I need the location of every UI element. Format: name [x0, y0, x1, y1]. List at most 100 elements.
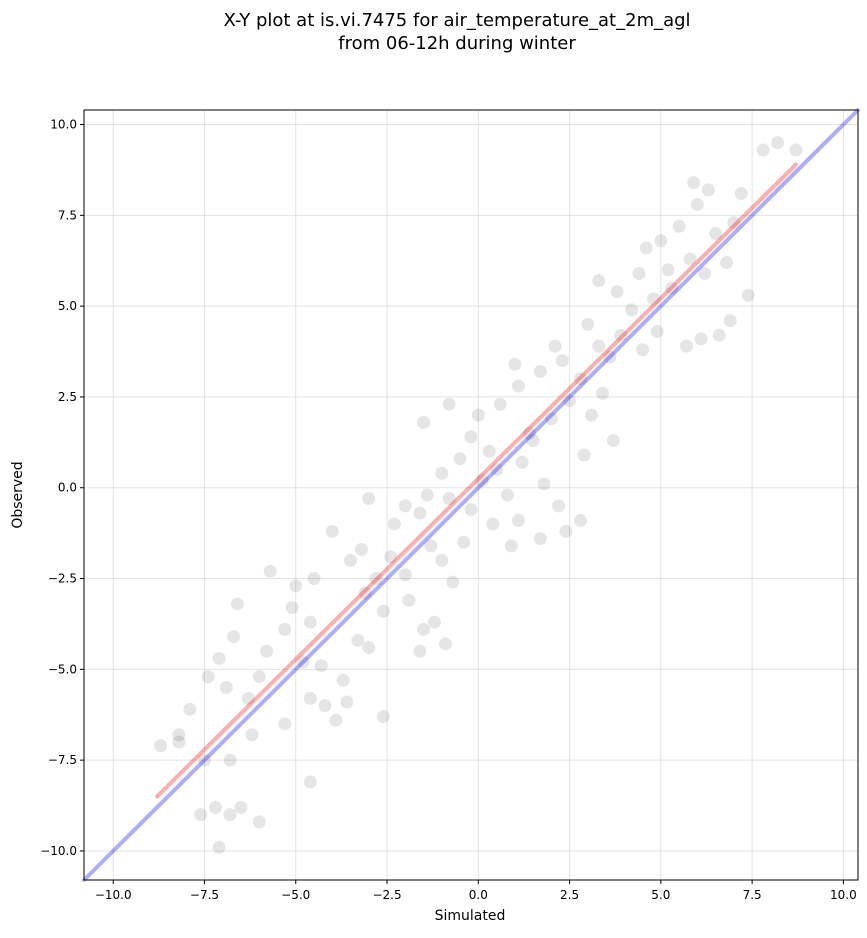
- scatter-point: [464, 430, 478, 444]
- scatter-point: [435, 466, 449, 480]
- scatter-point: [212, 840, 226, 854]
- scatter-point: [260, 644, 274, 658]
- scatter-point: [194, 808, 208, 822]
- y-tick-label: 7.5: [58, 208, 77, 222]
- scatter-point: [464, 503, 478, 517]
- scatter-point: [230, 597, 244, 611]
- scatter-point: [555, 354, 569, 368]
- scatter-point: [471, 408, 485, 422]
- scatter-point: [351, 633, 365, 647]
- scatter-point: [442, 492, 456, 506]
- scatter-point: [398, 568, 412, 582]
- scatter-point: [654, 234, 668, 248]
- scatter-point: [501, 488, 515, 502]
- scatter-point: [417, 622, 431, 636]
- scatter-point: [442, 397, 456, 411]
- y-tick-label: 0.0: [58, 481, 77, 495]
- scatter-point: [336, 673, 350, 687]
- scatter-point: [325, 524, 339, 538]
- scatter-point: [639, 241, 653, 255]
- scatter-point: [457, 535, 471, 549]
- scatter-point: [172, 735, 186, 749]
- scatter-point: [610, 285, 624, 299]
- scatter-point: [490, 463, 504, 477]
- scatter-point: [771, 136, 785, 150]
- y-axis-ticks: −10.0 −7.5 −5.0 −2.5 0.0 2.5 5.0 7.5 10.0: [40, 118, 84, 858]
- x-tick-label: 0.0: [469, 888, 488, 902]
- x-tick-label: 10.0: [830, 888, 857, 902]
- scatter-point: [252, 670, 266, 684]
- scatter-point: [234, 800, 248, 814]
- scatter-point: [559, 524, 573, 538]
- scatter-point: [453, 452, 467, 466]
- scatter-point: [219, 681, 233, 694]
- scatter-point: [424, 539, 438, 553]
- scatter-point: [723, 314, 737, 328]
- scatter-point: [278, 622, 292, 636]
- scatter-point: [694, 332, 708, 346]
- scatter-point: [417, 415, 431, 429]
- reference-lines: [82, 108, 860, 882]
- scatter-point: [533, 365, 547, 379]
- scatter-point: [709, 226, 723, 240]
- scatter-point: [508, 357, 522, 371]
- scatter-point: [303, 691, 317, 705]
- x-tick-label: 5.0: [651, 888, 670, 902]
- y-tick-label: −10.0: [40, 844, 77, 858]
- scatter-point: [727, 216, 741, 230]
- y-tick-label: −2.5: [48, 572, 77, 586]
- scatter-point: [376, 710, 390, 724]
- scatter-point: [592, 274, 606, 288]
- grid-lines: [84, 110, 858, 880]
- scatter-point: [289, 579, 303, 593]
- scatter-point: [438, 637, 452, 651]
- scatter-point: [303, 615, 317, 629]
- scatter-point: [515, 455, 529, 469]
- plot-area-background: [84, 110, 858, 880]
- y-tick-label: 10.0: [50, 118, 77, 132]
- scatter-point: [574, 513, 588, 527]
- scatter-point: [427, 615, 441, 629]
- scatter-point: [741, 288, 755, 302]
- scatter-point: [563, 394, 577, 408]
- scatter-point: [362, 492, 376, 506]
- scatter-points: [154, 136, 803, 854]
- scatter-point: [789, 143, 803, 157]
- scatter-point: [413, 644, 427, 658]
- scatter-point: [303, 775, 317, 789]
- scatter-point: [650, 325, 664, 339]
- scatter-point: [522, 426, 536, 440]
- x-tick-label: 2.5: [560, 888, 579, 902]
- scatter-point: [701, 183, 715, 197]
- scatter-point: [533, 532, 547, 546]
- y-axis-label: Observed: [10, 461, 26, 528]
- scatter-point: [687, 176, 701, 190]
- scatter-point: [245, 728, 259, 742]
- scatter-point: [734, 187, 748, 201]
- scatter-point: [493, 397, 507, 411]
- scatter-point: [362, 641, 376, 655]
- scatter-point: [511, 379, 525, 393]
- scatter-point: [486, 517, 500, 531]
- scatter-point: [647, 292, 661, 306]
- scatter-point: [698, 266, 712, 280]
- scatter-point: [574, 372, 588, 386]
- x-axis-label: Simulated: [435, 908, 506, 924]
- scatter-point: [278, 717, 292, 731]
- scatter-point: [548, 339, 562, 353]
- scatter-point: [227, 630, 241, 644]
- chart-title-line2: from 06-12h during winter: [338, 33, 576, 54]
- scatter-point: [296, 655, 310, 669]
- scatter-point: [720, 256, 734, 270]
- scatter-point: [482, 444, 496, 458]
- scatter-point: [475, 473, 489, 487]
- y-tick-label: 5.0: [58, 299, 77, 313]
- scatter-point: [690, 197, 704, 211]
- scatter-point: [537, 477, 551, 491]
- scatter-point: [223, 753, 237, 767]
- y-tick-label: −5.0: [48, 662, 77, 676]
- scatter-point: [636, 343, 650, 357]
- plot-area-frame: [83, 109, 859, 881]
- scatter-point: [318, 699, 332, 713]
